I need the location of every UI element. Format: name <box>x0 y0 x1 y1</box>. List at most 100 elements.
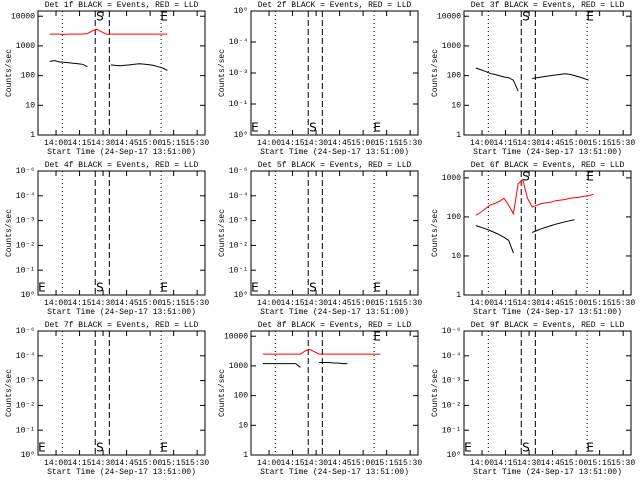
y-tick-label: 10⁻⁴ <box>229 192 248 201</box>
x-tick-label: 14:45 <box>115 459 139 468</box>
y-tick-label: 10 <box>238 421 248 430</box>
plot-frame <box>37 10 206 136</box>
y-tick-label: 10⁻⁶ <box>229 167 248 176</box>
x-tick-label: 15:15 <box>588 139 612 148</box>
y-tick-label: 1000 <box>442 42 461 51</box>
x-tick-label: 15:30 <box>611 139 635 148</box>
y-tick-label: 10⁰ <box>21 291 35 300</box>
marker-label: S <box>309 281 317 295</box>
y-tick-label: 10⁻⁴ <box>16 192 35 201</box>
marker-label: E <box>586 170 594 184</box>
y-tick-label: 10000 <box>437 12 461 21</box>
y-tick-label: 10 <box>25 101 35 110</box>
y-tick-label: 1 <box>243 451 248 460</box>
y-axis-label: Counts/sec <box>5 209 14 257</box>
y-axis-label: Counts/sec <box>431 49 440 97</box>
y-tick-label: 1 <box>456 131 461 140</box>
data-line <box>262 362 348 368</box>
x-axis-label: Start Time (24-Sep-17 13:51:00) <box>260 468 409 477</box>
panel-title: Det 4f BLACK = Events, RED = LLD <box>45 161 199 170</box>
marker-label: E <box>160 281 168 295</box>
y-tick-label: 10⁻⁶ <box>16 327 35 336</box>
x-axis-label: Start Time (24-Sep-17 13:51:00) <box>473 148 622 157</box>
marker-label: S <box>309 121 317 135</box>
x-tick-label: 15:00 <box>138 299 162 308</box>
x-tick-label: 15:15 <box>375 299 399 308</box>
marker-label: E <box>251 281 259 295</box>
x-tick-label: 15:15 <box>588 299 612 308</box>
panel-title: Det 3f BLACK = Events, RED = LLD <box>471 1 625 10</box>
panel-title: Det 7f BLACK = Events, RED = LLD <box>45 321 199 330</box>
x-tick-label: 14:30 <box>304 139 328 148</box>
y-tick-label: 10000 <box>11 12 35 21</box>
y-tick-label: 10⁻⁴ <box>16 352 35 361</box>
x-tick-label: 15:00 <box>564 459 588 468</box>
x-tick-label: 15:15 <box>588 459 612 468</box>
y-tick-label: 10⁰ <box>234 131 248 140</box>
x-tick-label: 15:30 <box>611 299 635 308</box>
x-tick-label: 15:00 <box>564 139 588 148</box>
x-tick-label: 14:30 <box>91 299 115 308</box>
y-tick-label: 10⁰ <box>234 7 248 16</box>
x-tick-label: 14:00 <box>470 459 494 468</box>
panel-title: Det 6f BLACK = Events, RED = LLD <box>471 161 625 170</box>
x-tick-label: 15:30 <box>398 139 422 148</box>
y-tick-label: 10⁰ <box>447 451 461 460</box>
x-tick-label: 14:15 <box>68 139 92 148</box>
plot-frame <box>463 330 632 456</box>
x-tick-label: 14:45 <box>328 139 352 148</box>
x-tick-label: 15:15 <box>162 139 186 148</box>
x-tick-label: 15:15 <box>375 459 399 468</box>
x-tick-label: 14:15 <box>281 459 305 468</box>
x-axis-label: Start Time (24-Sep-17 13:51:00) <box>473 308 622 317</box>
x-tick-label: 15:00 <box>351 299 375 308</box>
y-axis-label: Counts/sec <box>218 369 227 417</box>
marker-label: S <box>522 170 530 184</box>
x-tick-label: 14:45 <box>115 139 139 148</box>
y-tick-label: 10⁻¹ <box>16 426 35 435</box>
y-axis-label: Counts/sec <box>5 369 14 417</box>
x-tick-label: 15:30 <box>398 299 422 308</box>
y-tick-label: 10⁻⁴ <box>442 352 461 361</box>
x-axis-label: Start Time (24-Sep-17 13:51:00) <box>47 148 196 157</box>
plot-frame <box>37 170 206 296</box>
x-tick-label: 15:30 <box>185 139 209 148</box>
marker-label: S <box>96 281 104 295</box>
marker-label: E <box>586 10 594 24</box>
y-tick-label: 10⁻³ <box>16 377 35 386</box>
x-tick-label: 15:30 <box>185 459 209 468</box>
y-tick-label: 10⁻² <box>16 242 35 251</box>
panel-title: Det 9f BLACK = Events, RED = LLD <box>471 321 625 330</box>
x-tick-label: 14:15 <box>68 459 92 468</box>
y-tick-label: 10⁻³ <box>442 377 461 386</box>
panel-title: Det 8f BLACK = Events, RED = LLD <box>258 321 412 330</box>
y-tick-label: 100 <box>21 72 36 81</box>
panel-title: Det 2f BLACK = Events, RED = LLD <box>258 1 412 10</box>
y-tick-label: 10 <box>451 101 461 110</box>
y-axis-label: Counts/sec <box>431 369 440 417</box>
marker-label: E <box>160 441 168 455</box>
plot-frame <box>463 170 632 296</box>
marker-label: E <box>38 281 46 295</box>
x-axis-label: Start Time (24-Sep-17 13:51:00) <box>473 468 622 477</box>
y-tick-label: 100 <box>447 213 462 222</box>
x-tick-label: 14:15 <box>281 299 305 308</box>
x-tick-label: 15:00 <box>138 459 162 468</box>
x-axis-label: Start Time (24-Sep-17 13:51:00) <box>260 308 409 317</box>
y-tick-label: 10⁻² <box>442 402 461 411</box>
x-tick-label: 15:00 <box>564 299 588 308</box>
y-axis-label: Counts/sec <box>218 209 227 257</box>
x-tick-label: 14:45 <box>541 139 565 148</box>
y-tick-label: 10⁻⁶ <box>442 327 461 336</box>
y-tick-label: 100 <box>447 72 462 81</box>
x-axis-label: Start Time (24-Sep-17 13:51:00) <box>260 148 409 157</box>
x-tick-label: 14:45 <box>115 299 139 308</box>
marker-label: S <box>96 10 104 24</box>
marker-label: E <box>160 10 168 24</box>
plot-frame <box>250 10 419 136</box>
x-tick-label: 14:45 <box>328 299 352 308</box>
y-tick-label: 10⁻² <box>16 402 35 411</box>
data-line <box>262 348 381 355</box>
data-line <box>475 178 594 216</box>
marker-label: E <box>373 330 381 344</box>
